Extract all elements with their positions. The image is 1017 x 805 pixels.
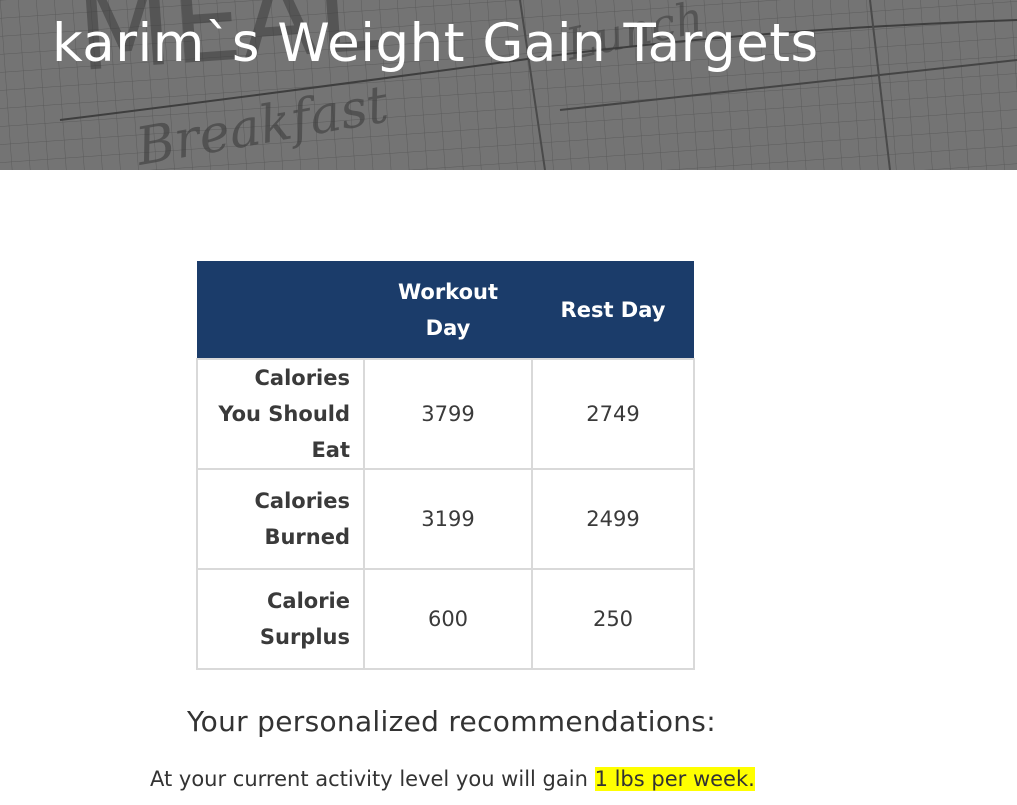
table-header-row: Workout Day Rest Day (197, 261, 694, 359)
table-row: Calories Burned 3199 2499 (196, 468, 695, 570)
row-label-text: Calories You Should Eat (218, 366, 350, 462)
row-label-text: Calorie Surplus (259, 589, 350, 649)
cell-workout-calorie-surplus: 600 (363, 568, 533, 670)
recommendation-prefix: At your current activity level you will … (150, 767, 595, 791)
row-label-calorie-surplus: Calorie Surplus (196, 568, 365, 670)
weekly-gain-highlight: 1 lbs per week. (594, 767, 755, 791)
cell-workout-calories-burned: 3199 (363, 468, 533, 570)
column-header-rest-day: Rest Day (532, 261, 694, 359)
row-label-calories-burned: Calories Burned (196, 468, 365, 570)
row-label-calories-you-should-eat: Calories You Should Eat (196, 358, 365, 470)
hero-banner: MEAL Breakfast Lunch karim`s Weight Gain… (0, 0, 1017, 170)
weight-gain-targets-table: Workout Day Rest Day Calories You Should… (196, 261, 695, 670)
column-header-workout-day-label: Workout Day (397, 279, 499, 340)
page-title: karim`s Weight Gain Targets (52, 13, 819, 74)
meal-planner-background-image: MEAL Breakfast Lunch (0, 0, 1017, 170)
cell-rest-calories-eat: 2749 (531, 358, 695, 470)
table-header-corner (197, 261, 364, 359)
recommendation-text: At your current activity level you will … (150, 763, 755, 795)
cell-rest-calories-burned: 2499 (531, 468, 695, 570)
table-row: Calorie Surplus 600 250 (196, 568, 695, 670)
recommendations-heading: Your personalized recommendations: (187, 705, 716, 738)
cell-rest-calorie-surplus: 250 (531, 568, 695, 670)
table-row: Calories You Should Eat 3799 2749 (196, 358, 695, 470)
column-header-workout-day: Workout Day (364, 261, 532, 359)
cell-workout-calories-eat: 3799 (363, 358, 533, 470)
row-label-text: Calories Burned (254, 489, 350, 549)
